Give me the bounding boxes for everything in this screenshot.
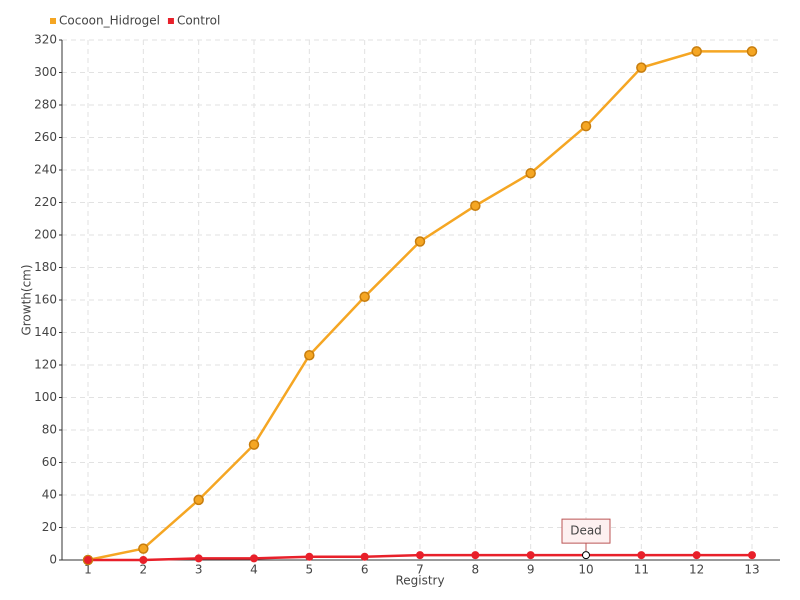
x-tick-label: 12: [689, 563, 704, 577]
x-tick-label: 1: [84, 563, 92, 577]
y-tick-label: 0: [49, 553, 57, 567]
y-tick-label: 20: [42, 520, 57, 534]
data-point: [304, 350, 315, 361]
y-tick-label: 40: [42, 488, 57, 502]
legend-label: Control: [177, 14, 220, 28]
data-point: [305, 552, 314, 561]
legend-swatch: [50, 18, 56, 24]
data-point: [636, 62, 647, 73]
y-tick-label: 240: [34, 163, 57, 177]
data-point: [360, 552, 369, 561]
x-axis-label: Registry: [395, 574, 444, 588]
x-tick-label: 8: [472, 563, 480, 577]
data-point: [416, 551, 424, 560]
data-point: [580, 120, 592, 132]
x-tick-label: 4: [250, 563, 258, 577]
data-point: [359, 291, 370, 302]
data-point: [470, 200, 481, 211]
y-tick-label: 60: [42, 455, 57, 469]
data-point: [691, 46, 702, 57]
data-point: [637, 551, 646, 560]
data-point: [525, 168, 536, 179]
data-point: [138, 543, 149, 554]
y-tick-label: 100: [34, 390, 57, 404]
data-point: [414, 236, 426, 247]
data-point: [746, 46, 758, 57]
y-tick-label: 120: [34, 358, 57, 372]
x-tick-label: 10: [578, 563, 593, 577]
annotation-text: Dead: [570, 524, 602, 538]
y-tick-label: 300: [34, 65, 57, 79]
data-point: [582, 551, 590, 560]
data-point: [471, 551, 480, 560]
y-tick-label: 180: [34, 260, 57, 274]
legend-swatch: [167, 18, 174, 24]
data-point: [692, 551, 701, 560]
annotation: Dead: [561, 518, 611, 552]
data-point: [193, 494, 204, 506]
data-point: [139, 556, 148, 564]
x-tick-label: 5: [306, 563, 314, 577]
y-tick-label: 200: [34, 228, 57, 242]
data-point: [248, 439, 260, 450]
x-tick-label: 3: [195, 563, 203, 577]
y-axis-label: Growth(cm): [20, 264, 34, 335]
y-tick-label: 160: [34, 293, 57, 307]
x-tick-label: 7: [416, 563, 424, 577]
x-tick-label: 11: [634, 563, 649, 577]
x-tick-label: 2: [140, 563, 148, 577]
data-point: [250, 554, 258, 563]
x-tick-label: 13: [744, 563, 759, 577]
data-point: [748, 551, 756, 560]
data-point: [84, 556, 92, 564]
y-tick-label: 80: [42, 423, 57, 437]
y-tick-label: 260: [34, 130, 57, 144]
data-point: [526, 551, 535, 560]
y-tick-label: 280: [34, 98, 57, 112]
x-tick-label: 9: [527, 563, 535, 577]
x-tick-label: 6: [361, 563, 369, 577]
y-tick-label: 140: [34, 325, 57, 339]
y-tick-label: 220: [34, 195, 57, 209]
data-point: [194, 554, 203, 563]
y-tick-label: 320: [34, 33, 57, 47]
legend-label: Cocoon_Hidrogel: [59, 14, 160, 28]
